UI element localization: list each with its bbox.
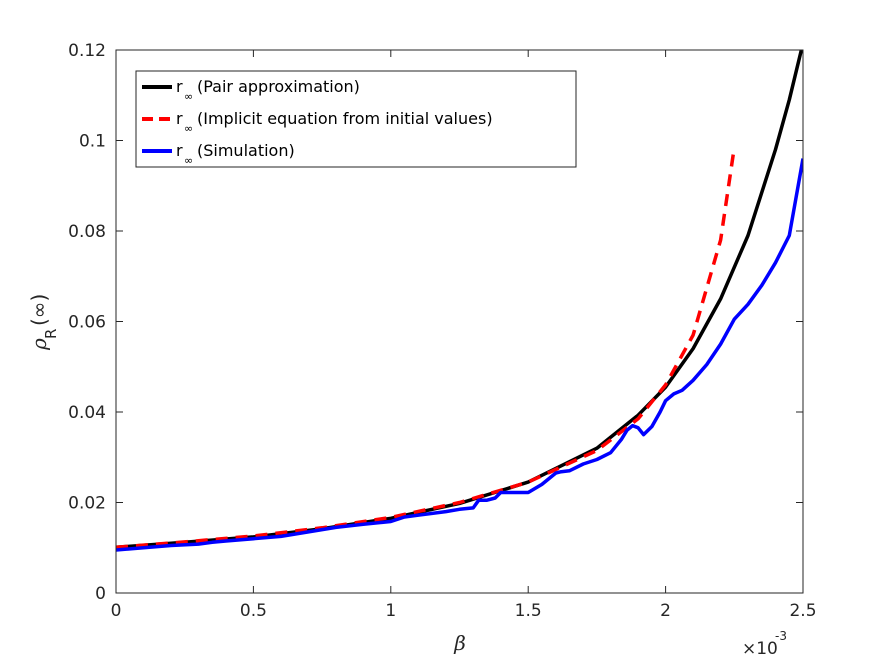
- y-tick-label: 0.1: [79, 132, 106, 152]
- y-axis-label-suffix: (∞): [27, 294, 51, 326]
- series-line-0: [116, 50, 803, 550]
- legend-label-1: (Implicit equation from initial values): [197, 109, 493, 128]
- ticks-layer: 0 0.5 1 1.5 2 2.5 0 0.02 0.04 0.06 0.08 0.1 0.12: [68, 41, 816, 621]
- x-exponent-label: ×10 -3: [742, 629, 787, 659]
- series-line-2: [116, 158, 803, 552]
- legend-symbol-0: r: [176, 77, 183, 96]
- y-tick-label: 0.12: [68, 41, 106, 61]
- legend-box: [135, 70, 577, 168]
- series-line-1: [116, 147, 737, 550]
- legend-subscript-1: ∞: [184, 122, 193, 135]
- y-tick-label: 0.02: [68, 494, 106, 514]
- x-tick-label: 2: [660, 601, 671, 621]
- legend-subscript-2: ∞: [184, 154, 193, 167]
- legend-subscript-0: ∞: [184, 90, 193, 103]
- legend-symbol-2: r: [176, 141, 183, 160]
- y-axis-label: ρ R (∞): [27, 294, 60, 351]
- legend: r∞ (Pair approximation)r∞ (Implicit equa…: [135, 70, 577, 168]
- x-tick-label: 0: [111, 601, 122, 621]
- x-tick-label: 1.5: [515, 601, 542, 621]
- x-tick-label: 2.5: [789, 601, 816, 621]
- y-axis-label-symbol: ρ: [27, 338, 51, 351]
- legend-symbol-1: r: [176, 109, 183, 128]
- x-tick-label: 1: [385, 601, 396, 621]
- y-axis-label-subscript: R: [42, 329, 60, 339]
- y-tick-label: 0.08: [68, 222, 106, 242]
- series-layer: [116, 50, 803, 552]
- y-tick-label: 0.04: [68, 403, 106, 423]
- legend-label-0: (Pair approximation): [197, 77, 360, 96]
- y-tick-label: 0.06: [68, 313, 106, 333]
- x-exponent-power: -3: [775, 629, 787, 643]
- y-tick-label: 0: [95, 584, 106, 604]
- x-tick-label: 0.5: [240, 601, 267, 621]
- legend-label-2: (Simulation): [197, 141, 295, 160]
- x-axis-label: β: [453, 631, 466, 655]
- x-exponent-base: ×10: [742, 639, 778, 659]
